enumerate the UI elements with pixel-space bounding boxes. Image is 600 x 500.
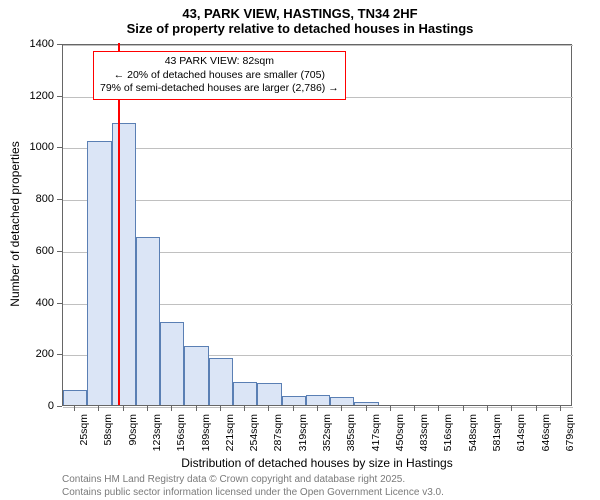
ytick-mark bbox=[57, 96, 62, 97]
xtick-mark bbox=[317, 406, 318, 411]
xtick-label: 352sqm bbox=[321, 414, 333, 464]
ytick-mark bbox=[57, 199, 62, 200]
histogram-bar bbox=[87, 141, 111, 405]
histogram-bar bbox=[257, 383, 281, 405]
xtick-mark bbox=[341, 406, 342, 411]
xtick-label: 581sqm bbox=[491, 414, 503, 464]
annotation-line3: 79% of semi-detached houses are larger (… bbox=[100, 82, 339, 96]
y-axis-label: Number of detached properties bbox=[8, 134, 22, 314]
xtick-mark bbox=[536, 406, 537, 411]
ytick-mark bbox=[57, 251, 62, 252]
footer-line1: Contains HM Land Registry data © Crown c… bbox=[62, 474, 444, 487]
xtick-label: 189sqm bbox=[200, 414, 212, 464]
histogram-bar bbox=[112, 123, 136, 405]
ytick-mark bbox=[57, 303, 62, 304]
xtick-label: 58sqm bbox=[102, 414, 114, 464]
xtick-mark bbox=[196, 406, 197, 411]
xtick-mark bbox=[560, 406, 561, 411]
xtick-mark bbox=[414, 406, 415, 411]
annotation-line2: ← 20% of detached houses are smaller (70… bbox=[100, 69, 339, 83]
histogram-bar bbox=[330, 397, 354, 405]
xtick-mark bbox=[293, 406, 294, 411]
title-block: 43, PARK VIEW, HASTINGS, TN34 2HF Size o… bbox=[0, 0, 600, 36]
annotation-line1: 43 PARK VIEW: 82sqm bbox=[100, 55, 339, 69]
histogram-bar bbox=[63, 390, 87, 406]
gridline bbox=[63, 45, 573, 46]
ytick-label: 600 bbox=[0, 245, 54, 257]
footer-credits: Contains HM Land Registry data © Crown c… bbox=[62, 474, 444, 499]
ytick-label: 200 bbox=[0, 348, 54, 360]
xtick-label: 679sqm bbox=[564, 414, 576, 464]
xtick-label: 548sqm bbox=[467, 414, 479, 464]
chart-container: 43, PARK VIEW, HASTINGS, TN34 2HF Size o… bbox=[0, 0, 600, 500]
xtick-label: 25sqm bbox=[78, 414, 90, 464]
gridline bbox=[63, 148, 573, 149]
xtick-label: 450sqm bbox=[394, 414, 406, 464]
xtick-label: 254sqm bbox=[248, 414, 260, 464]
ytick-label: 800 bbox=[0, 193, 54, 205]
xtick-mark bbox=[366, 406, 367, 411]
xtick-mark bbox=[487, 406, 488, 411]
xtick-mark bbox=[147, 406, 148, 411]
ytick-label: 0 bbox=[0, 400, 54, 412]
gridline bbox=[63, 407, 573, 408]
xtick-mark bbox=[171, 406, 172, 411]
histogram-bar bbox=[354, 402, 378, 405]
histogram-bar bbox=[136, 237, 160, 405]
xtick-mark bbox=[123, 406, 124, 411]
xtick-label: 385sqm bbox=[345, 414, 357, 464]
xtick-label: 90sqm bbox=[127, 414, 139, 464]
plot-area: 43 PARK VIEW: 82sqm← 20% of detached hou… bbox=[62, 44, 572, 406]
xtick-mark bbox=[220, 406, 221, 411]
histogram-bar bbox=[306, 395, 330, 405]
histogram-bar bbox=[209, 358, 233, 405]
xtick-label: 221sqm bbox=[224, 414, 236, 464]
xtick-label: 319sqm bbox=[297, 414, 309, 464]
xtick-label: 516sqm bbox=[442, 414, 454, 464]
footer-line2: Contains public sector information licen… bbox=[62, 487, 444, 500]
xtick-mark bbox=[244, 406, 245, 411]
xtick-mark bbox=[390, 406, 391, 411]
xtick-label: 614sqm bbox=[515, 414, 527, 464]
chart-title-line2: Size of property relative to detached ho… bbox=[0, 21, 600, 36]
xtick-mark bbox=[511, 406, 512, 411]
xtick-label: 123sqm bbox=[151, 414, 163, 464]
xtick-mark bbox=[438, 406, 439, 411]
ytick-label: 1200 bbox=[0, 90, 54, 102]
chart-title-line1: 43, PARK VIEW, HASTINGS, TN34 2HF bbox=[0, 6, 600, 21]
xtick-mark bbox=[98, 406, 99, 411]
annotation-box: 43 PARK VIEW: 82sqm← 20% of detached hou… bbox=[93, 51, 346, 100]
xtick-label: 287sqm bbox=[272, 414, 284, 464]
histogram-bar bbox=[184, 346, 208, 405]
xtick-mark bbox=[74, 406, 75, 411]
xtick-label: 417sqm bbox=[370, 414, 382, 464]
xtick-label: 156sqm bbox=[175, 414, 187, 464]
gridline bbox=[63, 200, 573, 201]
ytick-mark bbox=[57, 406, 62, 407]
xtick-mark bbox=[463, 406, 464, 411]
histogram-bar bbox=[160, 322, 184, 405]
ytick-label: 400 bbox=[0, 297, 54, 309]
xtick-label: 646sqm bbox=[540, 414, 552, 464]
xtick-mark bbox=[268, 406, 269, 411]
ytick-label: 1400 bbox=[0, 38, 54, 50]
histogram-bar bbox=[282, 396, 306, 405]
ytick-mark bbox=[57, 44, 62, 45]
ytick-mark bbox=[57, 354, 62, 355]
ytick-mark bbox=[57, 147, 62, 148]
histogram-bar bbox=[233, 382, 257, 405]
ytick-label: 1000 bbox=[0, 141, 54, 153]
xtick-label: 483sqm bbox=[418, 414, 430, 464]
